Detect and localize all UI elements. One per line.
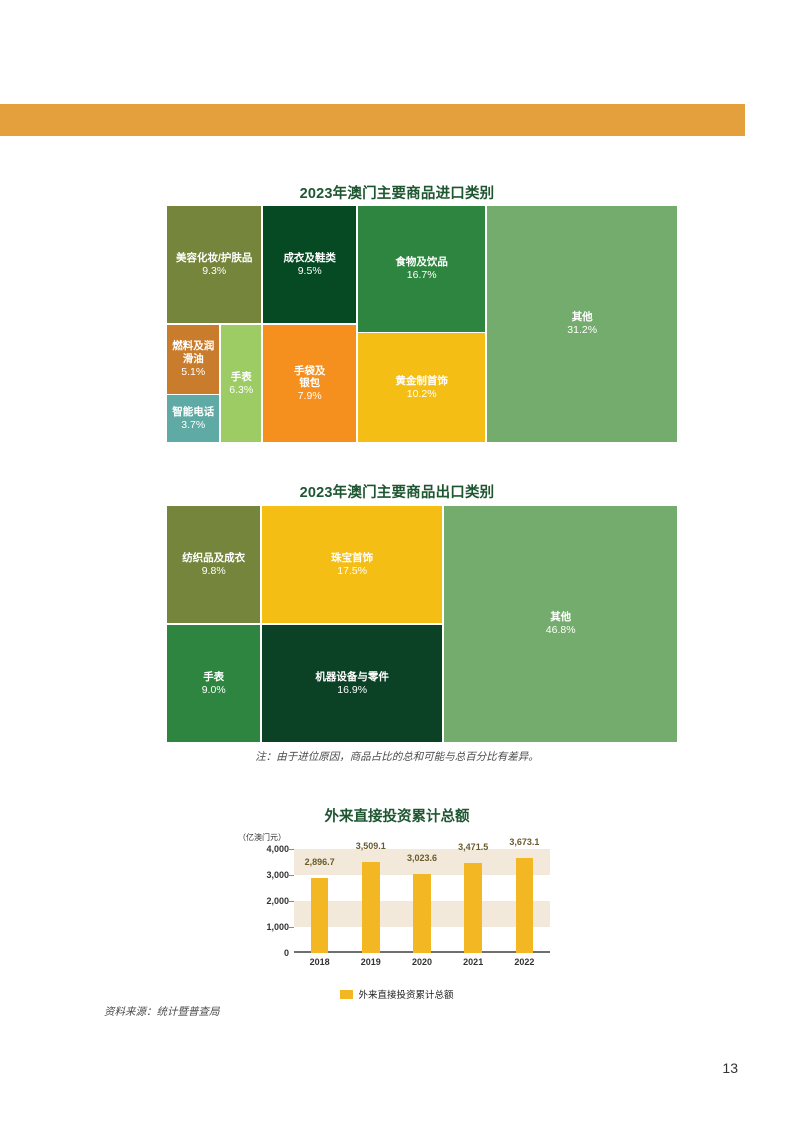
import-tile-value: 10.2% — [406, 387, 437, 400]
import-tile-label: 手表 — [230, 370, 252, 383]
bar-value-label: 3,023.6 — [406, 853, 438, 864]
import-tile-value: 3.7% — [181, 418, 206, 431]
x-axis-tick-label: 2020 — [411, 957, 433, 967]
bar-value-label: 2,896.7 — [304, 856, 335, 867]
import-tile-value: 16.7% — [406, 268, 437, 281]
import-tile: 成衣及鞋类 9.5% — [263, 206, 357, 324]
export-tile: 机器设备与零件 16.9% — [261, 625, 443, 743]
bar-value-label: 3,471.5 — [458, 841, 489, 852]
bar-value-label: 3,509.1 — [355, 840, 386, 851]
import-tile: 智能电话 3.7% — [167, 395, 220, 443]
bar — [515, 857, 534, 953]
y-axis-tick-label: 4,000 — [266, 844, 289, 854]
export-tile: 其他 46.8% — [443, 506, 678, 743]
export-tile-value: 17.5% — [337, 564, 368, 577]
x-axis-tick-label: 2019 — [360, 957, 381, 967]
bar — [464, 862, 482, 953]
bar — [362, 861, 380, 953]
y-axis-tick-label: 1,000 — [266, 922, 289, 932]
page-number: 13 — [722, 1060, 738, 1076]
export-tile-value: 9.8% — [201, 564, 226, 577]
bar-chart-plot-area: 0 1,000 2,000 3,000 4,000 2,896.7 2018 3,509.1 2… — [266, 837, 550, 967]
import-tile-value: 5.1% — [181, 365, 206, 378]
import-treemap: 美容化妆/护肤品 9.3% 成衣及鞋类 9.5% 燃料及润滑油 5.1% 智能电话 3.7% 手… — [167, 206, 679, 444]
bar-value-label: 3,673.1 — [509, 836, 540, 847]
x-axis-tick-label: 2022 — [514, 957, 535, 967]
export-tile: 纺织品及成衣 9.8% — [167, 506, 261, 624]
import-tile-value: 31.2% — [567, 324, 598, 337]
import-tile-label: 其他 — [571, 311, 593, 324]
export-tile-label: 机器设备与零件 — [315, 670, 389, 683]
import-tile: 燃料及润滑油 5.1% — [167, 325, 220, 394]
x-axis-tick-label: 2021 — [463, 957, 484, 967]
y-axis-tick-mark — [289, 901, 294, 902]
source-note: 资料来源：统计暨普查局 — [104, 1007, 220, 1018]
top-accent-bar — [0, 104, 745, 136]
import-tile-value: 9.5% — [297, 264, 322, 277]
export-tile-value: 16.9% — [337, 683, 368, 696]
export-tile-value: 46.8% — [545, 624, 576, 637]
y-axis-tick-label: 0 — [283, 948, 289, 958]
bar-chart-title: 外来直接投资累计总额 — [324, 809, 470, 825]
bar — [310, 877, 329, 953]
x-axis-tick-label: 2018 — [309, 957, 330, 967]
import-tile-label: 燃料及润滑油 — [172, 340, 215, 365]
import-tile-label: 食物及饮品 — [395, 256, 448, 269]
import-treemap-title: 2023年澳门主要商品进口类别 — [299, 186, 495, 202]
treemap-note: 注：由于进位原因，商品占比的总和可能与总百分比有差异。 — [255, 752, 539, 763]
y-axis-tick-mark — [289, 849, 294, 850]
import-tile-label: 美容化妆/护肤品 — [175, 251, 253, 264]
import-tile: 手袋及 银包 7.9% — [263, 325, 357, 443]
bar — [413, 874, 431, 953]
export-tile-label: 珠宝首饰 — [331, 551, 374, 564]
import-tile: 食物及饮品 16.7% — [357, 206, 486, 332]
import-tile-value: 7.9% — [297, 390, 322, 403]
y-axis-tick-label: 2,000 — [266, 896, 289, 906]
export-tile-label: 纺织品及成衣 — [182, 551, 246, 564]
import-tile-label: 手袋及 银包 — [293, 364, 326, 390]
legend-label-fdi: 外来直接投资累计总额 — [358, 990, 454, 1001]
import-tile-label: 智能电话 — [172, 406, 215, 418]
export-tile-label: 其他 — [550, 611, 572, 624]
import-tile: 美容化妆/护肤品 9.3% — [167, 206, 262, 324]
bar-chart-legend: 外来直接投资累计总额 — [0, 987, 794, 1001]
import-tile-label: 黄金制首饰 — [395, 375, 448, 388]
export-tile-value: 9.0% — [201, 683, 226, 696]
import-tile: 其他 31.2% — [487, 206, 678, 443]
import-tile-label: 成衣及鞋类 — [283, 251, 336, 264]
export-tile-label: 手表 — [203, 670, 225, 683]
import-tile: 手表 6.3% — [221, 325, 262, 443]
y-axis-tick-label: 3,000 — [266, 870, 289, 880]
export-treemap-title: 2023年澳门主要商品出口类别 — [299, 485, 495, 501]
import-tile: 黄金制首饰 10.2% — [357, 333, 486, 443]
import-tile-value: 9.3% — [202, 264, 227, 277]
y-band — [294, 849, 550, 875]
y-axis-tick-mark — [289, 927, 294, 928]
export-tile: 珠宝首饰 17.5% — [261, 506, 443, 624]
bar-chart-unit-label: （亿澳门元） — [238, 833, 286, 842]
bar-chart: 0 1,000 2,000 3,000 4,000 2,896.7 2018 3,509.1 2… — [238, 837, 556, 975]
export-treemap: 纺织品及成衣 9.8% 手表 9.0% 珠宝首饰 17.5% 机器设备与零件 16.9% 其他 4… — [167, 506, 679, 744]
y-axis-tick-mark — [289, 875, 294, 876]
export-tile: 手表 9.0% — [167, 625, 261, 743]
legend-swatch-fdi — [340, 989, 354, 999]
import-tile-value: 6.3% — [229, 383, 254, 396]
